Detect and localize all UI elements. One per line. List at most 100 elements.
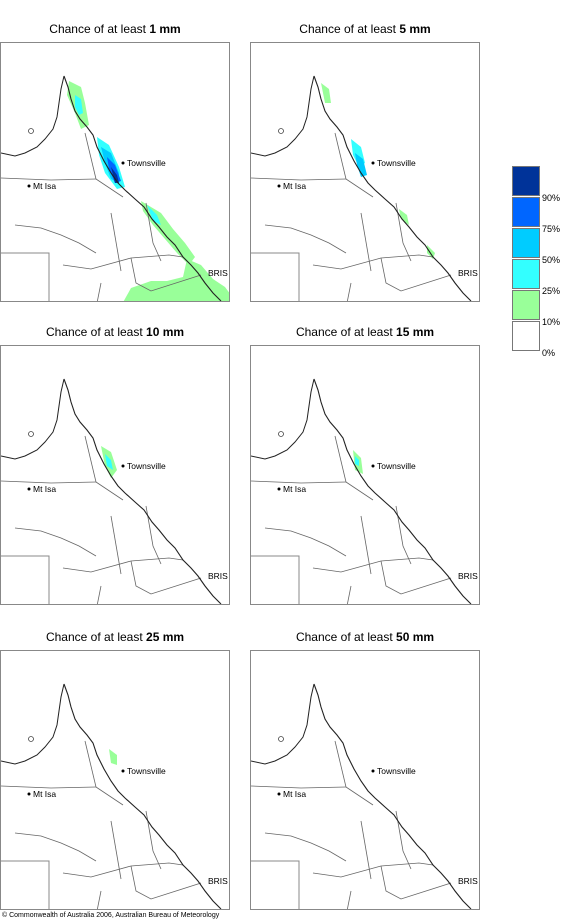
- rainfall-probability-area: [111, 167, 119, 183]
- island: [278, 431, 284, 437]
- legend-swatch-50-75: [512, 228, 540, 258]
- townsville-label: Townsville: [377, 461, 416, 471]
- mt-isa-marker: [27, 792, 31, 796]
- mt-isa-marker: [27, 487, 31, 491]
- legend-label-25: 25%: [542, 286, 561, 296]
- region-border: [264, 224, 347, 254]
- region-border: [395, 505, 412, 565]
- region-border: [312, 862, 434, 878]
- townsville-label: Townsville: [127, 158, 166, 168]
- legend-swatch-0-10: [512, 321, 540, 351]
- brisbane-label: BRIS: [458, 268, 478, 278]
- townsville-marker: [371, 769, 375, 773]
- region-border: [345, 786, 374, 806]
- region-border: [334, 435, 347, 483]
- panel-title: Chance of at least 50 mm: [295, 630, 435, 644]
- legend-label-50: 50%: [542, 255, 561, 265]
- coastline: [1, 378, 65, 460]
- rainfall-probability-area: [147, 205, 161, 225]
- region-border: [62, 254, 184, 270]
- region-border: [251, 480, 347, 484]
- legend-label-75: 75%: [542, 224, 561, 234]
- mt-isa-marker: [277, 487, 281, 491]
- region-border: [84, 132, 97, 180]
- region-border: [346, 585, 352, 604]
- inset-box: [1, 860, 50, 909]
- region-border: [14, 832, 97, 862]
- brisbane-label: BRIS: [208, 268, 228, 278]
- region-border: [130, 865, 202, 900]
- region-border: [380, 257, 452, 292]
- region-border: [380, 865, 452, 900]
- region-border: [130, 560, 202, 595]
- map-1mm: Townsville Mt Isa BRIS: [0, 42, 230, 302]
- rainfall-probability-area: [321, 83, 331, 103]
- legend-label-10: 10%: [542, 317, 561, 327]
- mt-isa-marker: [277, 184, 281, 188]
- coastline: [1, 683, 65, 765]
- region-border: [334, 740, 347, 788]
- region-border: [14, 224, 97, 254]
- probability-legend: 90% 75% 50% 25% 10% 0%: [512, 166, 568, 358]
- coastline: [313, 378, 472, 604]
- coastline: [63, 683, 222, 909]
- region-border: [130, 257, 202, 292]
- inset-box: [251, 252, 300, 301]
- region-border: [380, 560, 452, 595]
- coastline: [63, 378, 222, 604]
- inset-box: [1, 252, 50, 301]
- mt-isa-label: Mt Isa: [283, 789, 306, 799]
- region-border: [1, 177, 97, 181]
- region-border: [1, 480, 97, 484]
- townsville-label: Townsville: [377, 158, 416, 168]
- region-border: [62, 862, 184, 878]
- mt-isa-label: Mt Isa: [283, 484, 306, 494]
- map-15mm: Townsville Mt Isa BRIS: [250, 345, 480, 605]
- copyright-notice: © Commonwealth of Australia 2006, Austra…: [2, 912, 220, 919]
- region-border: [346, 282, 352, 301]
- region-border: [145, 810, 162, 870]
- region-border: [96, 890, 102, 909]
- coastline: [63, 75, 222, 301]
- rainfall-probability-area: [355, 153, 367, 177]
- legend-label-90: 90%: [542, 193, 561, 203]
- region-border: [14, 527, 97, 557]
- region-border: [395, 810, 412, 870]
- region-border: [62, 557, 184, 573]
- region-border: [145, 202, 162, 262]
- region-border: [84, 740, 97, 788]
- region-border: [346, 890, 352, 909]
- coastline: [313, 75, 472, 301]
- region-border: [96, 585, 102, 604]
- panel-title: Chance of at least 1 mm: [49, 22, 181, 36]
- coastline: [251, 75, 315, 157]
- rainfall-probability-area: [75, 95, 83, 115]
- mt-isa-marker: [27, 184, 31, 188]
- island: [28, 736, 34, 742]
- region-border: [96, 282, 102, 301]
- map-50mm: Townsville Mt Isa BRIS: [250, 650, 480, 910]
- rainfall-probability-area: [109, 749, 117, 765]
- mt-isa-label: Mt Isa: [33, 789, 56, 799]
- region-border: [95, 481, 124, 501]
- townsville-marker: [371, 464, 375, 468]
- townsville-marker: [371, 161, 375, 165]
- island: [278, 128, 284, 134]
- region-border: [1, 785, 97, 789]
- townsville-marker: [121, 161, 125, 165]
- mt-isa-label: Mt Isa: [283, 181, 306, 191]
- rainfall-probability-area: [105, 454, 113, 470]
- region-border: [251, 785, 347, 789]
- townsville-label: Townsville: [127, 461, 166, 471]
- region-border: [312, 254, 434, 270]
- coastline: [1, 75, 65, 157]
- mt-isa-label: Mt Isa: [33, 181, 56, 191]
- region-border: [312, 557, 434, 573]
- townsville-marker: [121, 769, 125, 773]
- rainfall-probability-area: [399, 209, 409, 225]
- region-border: [264, 832, 347, 862]
- legend-swatch-10-25: [512, 290, 540, 320]
- island: [28, 431, 34, 437]
- map-25mm: Townsville Mt Isa BRIS: [0, 650, 230, 910]
- inset-box: [251, 555, 300, 604]
